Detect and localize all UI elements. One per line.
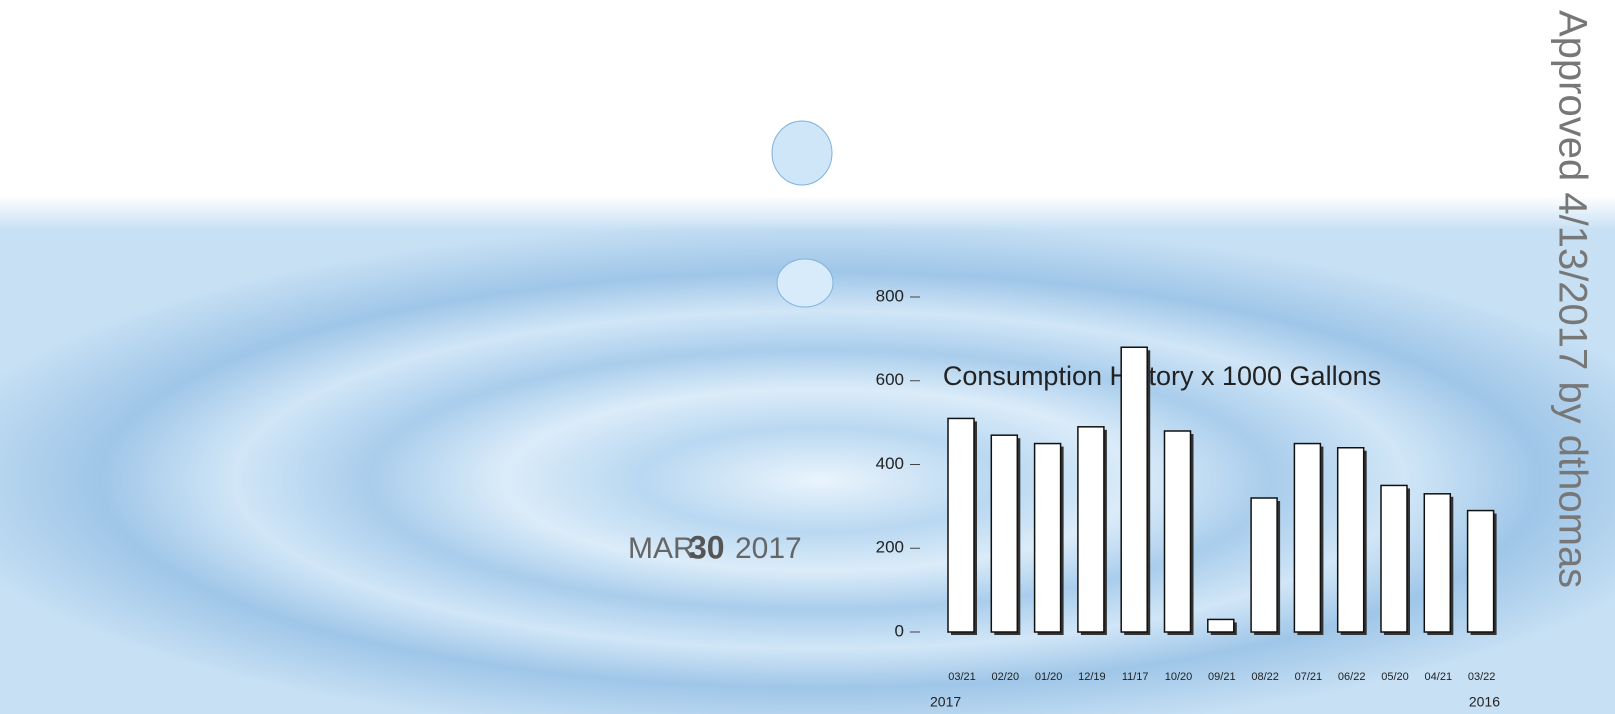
sky bbox=[0, 0, 1615, 230]
y-tick-label: 800 bbox=[876, 286, 904, 305]
bar bbox=[1207, 618, 1235, 633]
bar bbox=[1077, 426, 1105, 633]
bar bbox=[1120, 346, 1148, 633]
stamp-day: 30 bbox=[689, 529, 725, 565]
period-start: 2017 bbox=[930, 694, 961, 710]
x-tick-label: 12/19 bbox=[1078, 671, 1106, 683]
x-tick-label: 10/20 bbox=[1165, 671, 1193, 683]
bar bbox=[947, 417, 975, 633]
chart-title: Consumption History x 1000 Gallons bbox=[943, 361, 1381, 391]
x-tick-label: 05/20 bbox=[1381, 671, 1409, 683]
x-tick-label: 06/22 bbox=[1338, 671, 1366, 683]
bar bbox=[1033, 442, 1062, 633]
x-tick-label: 01/20 bbox=[1035, 671, 1063, 683]
bar bbox=[1250, 497, 1278, 633]
bar bbox=[1163, 430, 1192, 633]
y-tick-label: 200 bbox=[876, 538, 904, 557]
bar bbox=[990, 434, 1019, 633]
x-tick-label: 03/21 bbox=[948, 671, 976, 683]
droplet bbox=[776, 258, 834, 308]
bar bbox=[1423, 493, 1452, 633]
y-tick-label: 400 bbox=[876, 454, 904, 473]
y-tick-label: 0 bbox=[895, 621, 904, 640]
bar bbox=[1336, 447, 1365, 633]
stamp-month: MAR bbox=[628, 532, 695, 565]
x-tick-label: 02/20 bbox=[992, 671, 1020, 683]
bar bbox=[1466, 509, 1495, 633]
x-tick-label: 04/21 bbox=[1425, 671, 1453, 683]
x-tick-label: 11/17 bbox=[1122, 671, 1149, 683]
y-tick-label: 600 bbox=[876, 370, 904, 389]
x-tick-label: 07/21 bbox=[1295, 671, 1323, 683]
stamp-year: 2017 bbox=[735, 532, 802, 565]
x-tick-label: 03/22 bbox=[1468, 671, 1496, 683]
bar bbox=[1293, 442, 1322, 633]
bar bbox=[1380, 484, 1408, 633]
droplet bbox=[771, 120, 833, 186]
x-tick-label: 09/21 bbox=[1208, 671, 1236, 683]
approval-text: Approved 4/13/2017 by dthomas bbox=[1550, 10, 1594, 588]
period-end: 2016 bbox=[1469, 694, 1500, 710]
x-tick-label: 08/22 bbox=[1251, 671, 1279, 683]
